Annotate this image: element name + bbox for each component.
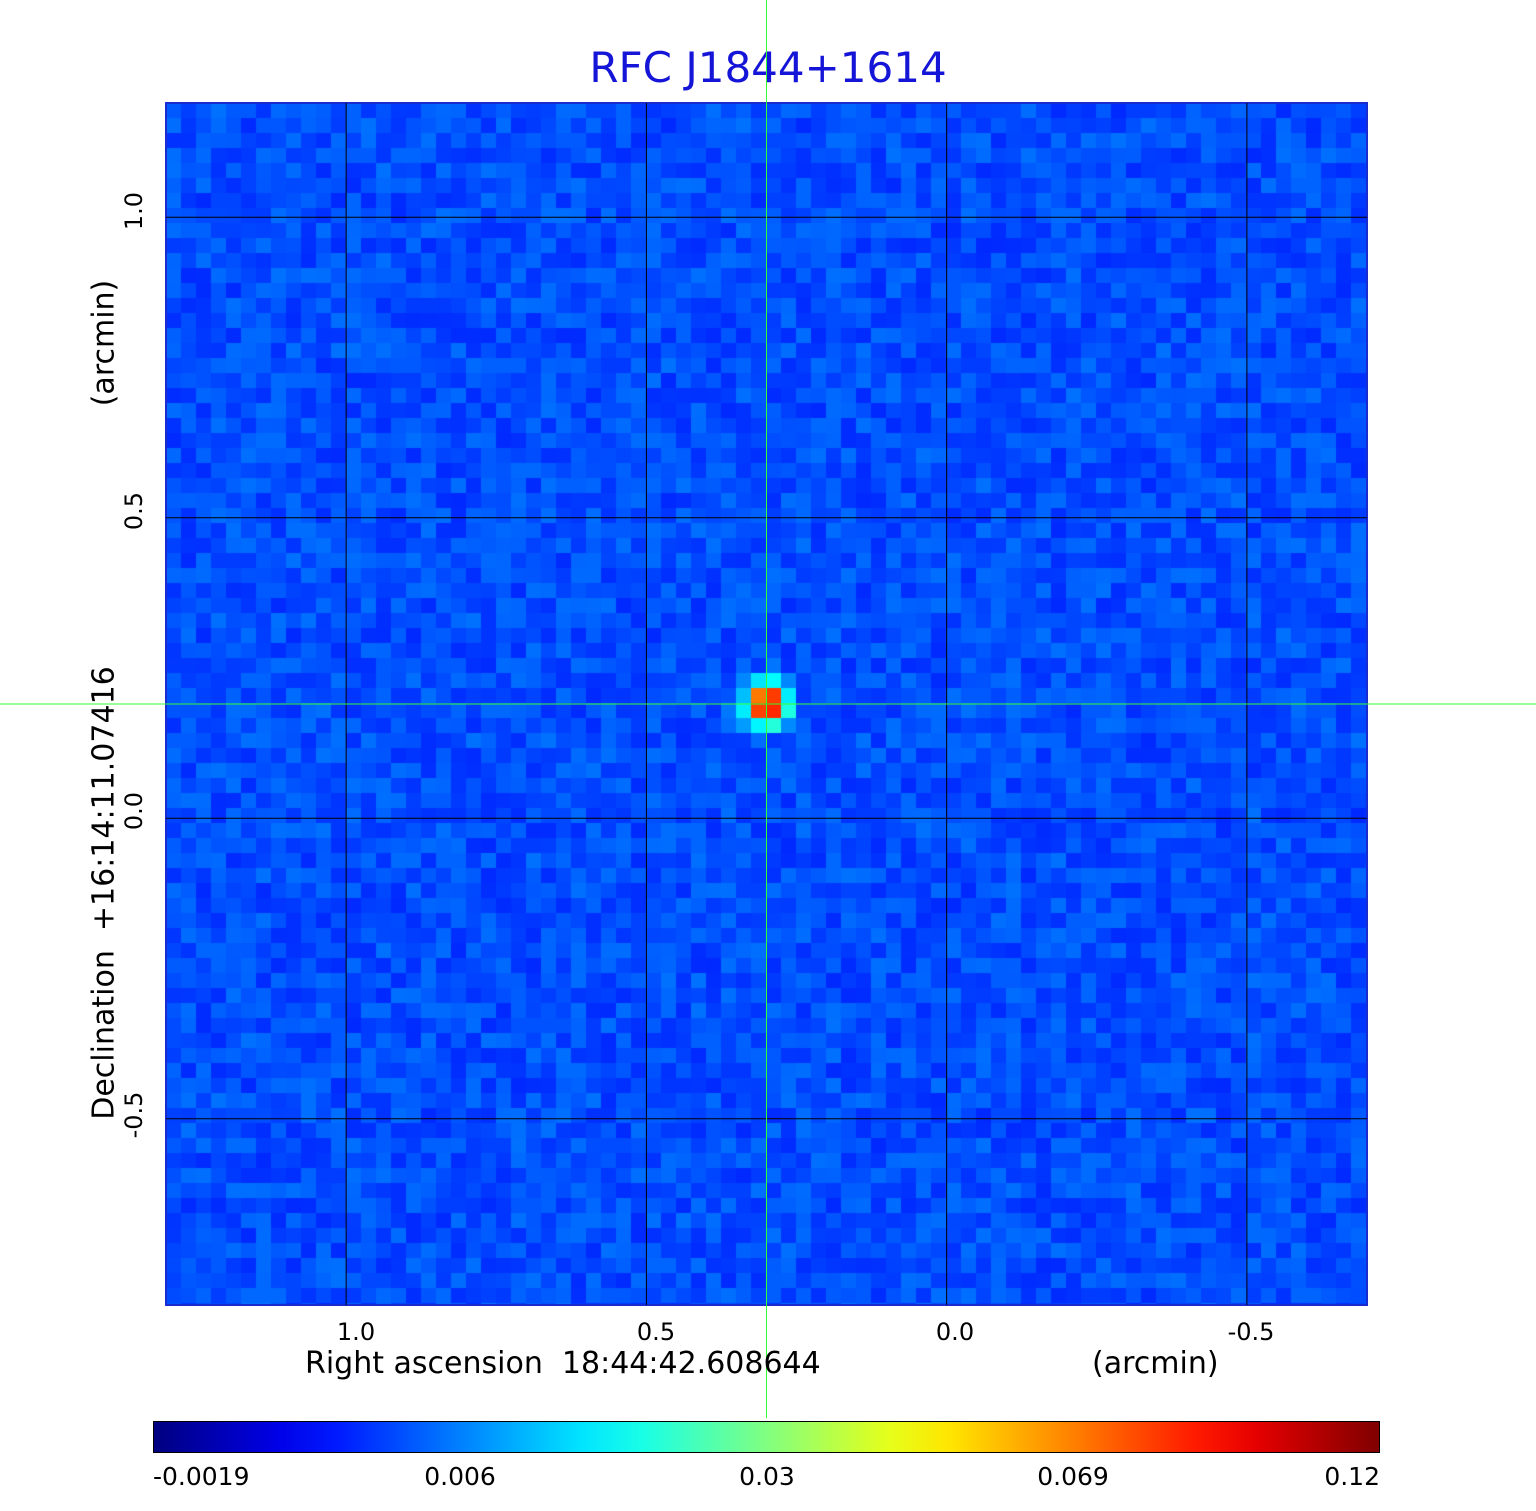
colorbar	[153, 1421, 1380, 1453]
colorbar-tick-label: 0.12	[1324, 1462, 1380, 1491]
colorbar-tick-label: 0.006	[424, 1462, 496, 1491]
x-tick-label: 0.0	[935, 1318, 975, 1346]
y-axis-unit: (arcmin)	[86, 279, 122, 407]
colorbar-tick-label: 0.03	[739, 1462, 795, 1491]
x-tick-label: 1.0	[336, 1318, 376, 1346]
y-tick-label: 0.0	[120, 791, 148, 831]
x-axis-unit: (arcmin)	[1092, 1346, 1219, 1381]
chart-title: RFC J1844+1614	[589, 43, 947, 92]
y-axis-label: Declination +16:14:11.07416	[86, 666, 122, 1120]
x-axis-label: Right ascension 18:44:42.608644	[305, 1346, 821, 1381]
y-tick-label: -0.5	[120, 1091, 148, 1139]
y-tick-label: 1.0	[120, 191, 148, 231]
x-tick-label: 0.5	[636, 1318, 676, 1346]
x-tick-label: -0.5	[1227, 1318, 1275, 1346]
colorbar-tick-label: -0.0019	[153, 1462, 250, 1491]
colorbar-tick-label: 0.069	[1037, 1462, 1109, 1491]
y-tick-label: 0.5	[120, 491, 148, 531]
